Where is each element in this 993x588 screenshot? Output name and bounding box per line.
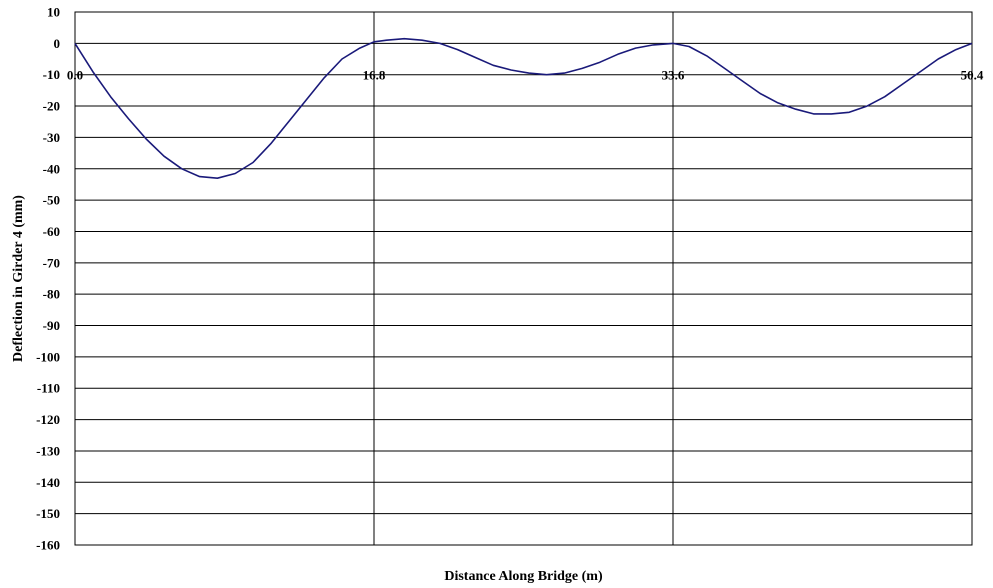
y-tick-label: -80 [43,287,60,302]
y-tick-label: -70 [43,255,60,270]
y-tick-label: -100 [36,349,60,364]
y-tick-label: -20 [43,99,60,114]
x-tick-labels: 0.0 16.8 33.6 50.4 [67,68,984,83]
x-tick-label: 33.6 [662,68,685,83]
y-tick-label: -50 [43,193,60,208]
y-tick-label: -40 [43,161,60,176]
y-tick-label: 10 [47,5,60,20]
y-tick-label: -120 [36,412,60,427]
series-layer [74,37,973,179]
y-tick-label: -90 [43,318,60,333]
y-tick-labels: 10 0 -10 -20 -30 -40 -50 -60 -70 -80 -90 -100 -110 -1… [36,5,60,553]
y-tick-label: 0 [54,36,61,51]
y-tick-label: -130 [36,443,60,458]
x-axis-title: Distance Along Bridge (m) [444,569,603,584]
series-line [74,37,973,179]
y-tick-label: -110 [37,381,60,396]
y-tick-label: -140 [36,475,60,490]
x-tick-label: 50.4 [961,68,984,83]
y-tick-label: -30 [43,130,60,145]
grid-lines [74,11,973,546]
y-axis-title: Deflection in Girder 4 (mm) [11,195,26,362]
plot-area [74,11,973,546]
y-tick-label: -60 [43,224,60,239]
x-tick-label: 0.0 [67,68,83,83]
y-tick-label: -10 [43,67,60,82]
y-tick-label: -150 [36,506,60,521]
y-tick-label: -160 [36,538,60,553]
x-tick-label: 16.8 [363,68,386,83]
